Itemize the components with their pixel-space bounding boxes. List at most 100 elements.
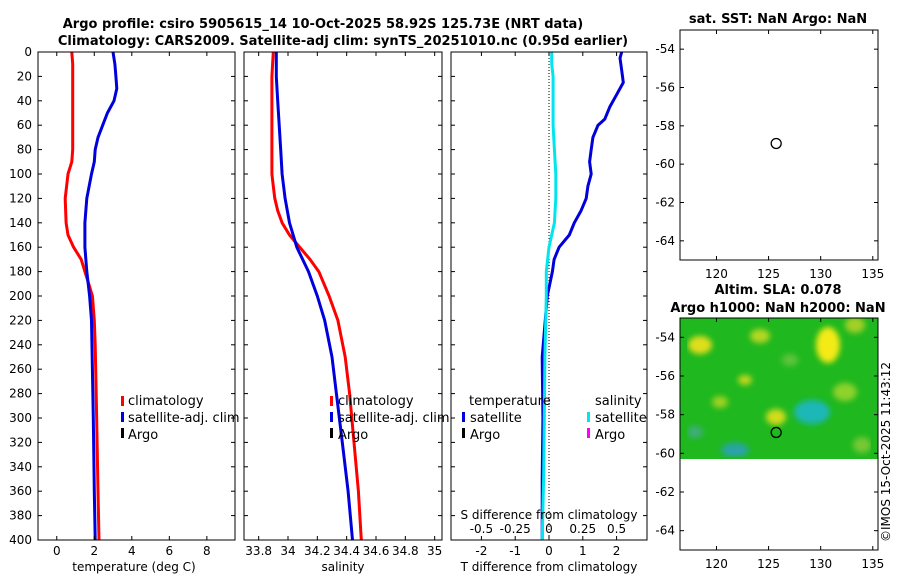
legend-t-satellite-swatch (462, 412, 465, 422)
s-diff-tick-label: 0 (545, 522, 553, 536)
map-x-tick-label: 135 (861, 267, 884, 281)
y-tick-label: 360 (9, 484, 32, 498)
map-y-tick-label: -56 (655, 81, 675, 95)
difference-panel: -2 -1 0 1 2 -0.5 -0.25 0 0.25 0.5 T difference fr… (450, 51, 648, 574)
salinity-xlabel: salinity (321, 560, 364, 574)
map-x-tick-label: 120 (705, 267, 728, 281)
legend-t-satellite-label: satellite (470, 411, 522, 426)
legend-s-argo-label: Argo (595, 428, 625, 443)
series-line-climatology (270, 51, 363, 541)
y-tick-label: 220 (9, 313, 32, 327)
x-tick-label: -1 (509, 544, 521, 558)
sla-heatmap (680, 318, 878, 459)
x-tick-label: 8 (203, 544, 211, 558)
legend-argo-swatch (330, 428, 333, 438)
difference-top-xlabel: S difference from climatology (461, 508, 638, 522)
y-tick-label: 0 (24, 45, 32, 59)
map-y-tick-label: -58 (655, 119, 675, 133)
map-x-tick-label: 125 (757, 557, 780, 571)
argo-location-marker (770, 426, 782, 439)
legend-t-argo-label: Argo (470, 428, 500, 443)
x-tick-label: 0 (53, 544, 61, 558)
title-line-1: Argo profile: csiro 5905615_14 10-Oct-20… (63, 17, 584, 32)
map-y-tick-label: -64 (655, 234, 675, 248)
legend-s-satellite-swatch (587, 412, 590, 422)
map-y-tick-label: -62 (655, 485, 675, 499)
title-line-2: Climatology: CARS2009. Satellite-adj cli… (58, 34, 628, 49)
legend-climatology-label: climatology (338, 394, 414, 409)
x-tick-label: 4 (128, 544, 136, 558)
y-tick-label: 100 (9, 167, 32, 181)
legend-s-satellite-label: satellite (595, 411, 647, 426)
legend-satellite-label: satellite-adj. clim (338, 411, 450, 426)
legend-satellite-label: satellite-adj. clim (128, 411, 240, 426)
legend-argo-label: Argo (128, 428, 158, 443)
legend-climatology-label: climatology (128, 394, 204, 409)
map-y-tick-label: -58 (655, 408, 675, 422)
y-tick-label: 180 (9, 265, 32, 279)
y-tick-label: 140 (9, 216, 32, 230)
sla-map-panel: Altim. SLA: 0.078 Argo h1000: NaN h2000:… (655, 283, 885, 571)
legend-argo-swatch (121, 428, 124, 438)
legend-temperature-title: temperature (469, 394, 551, 409)
x-tick-label: 34.8 (392, 544, 419, 558)
legend-s-argo-swatch (587, 428, 590, 438)
sst-map-axes-box (679, 29, 879, 261)
y-tick-label: 260 (9, 362, 32, 376)
x-tick-label: 33.8 (245, 544, 272, 558)
sla-map-title: Altim. SLA: 0.078 (715, 283, 842, 298)
x-tick-label: 34 (280, 544, 295, 558)
salinity-legend: climatology satellite-adj. clim Argo (330, 394, 450, 443)
series-line-climatology (63, 51, 101, 541)
series-line-satellite-adj-clim (274, 52, 354, 541)
legend-salinity-title: salinity (595, 394, 642, 409)
map-y-tick-label: -64 (655, 524, 675, 538)
x-tick-label: 2 (90, 544, 98, 558)
y-tick-label: 120 (9, 191, 32, 205)
x-tick-label: 2 (613, 544, 621, 558)
s-diff-tick-label: -0.25 (500, 522, 531, 536)
y-tick-label: 340 (9, 460, 32, 474)
temperature-xlabel: temperature (deg C) (72, 560, 195, 574)
legend-satellite-swatch (121, 412, 124, 422)
sst-map-title: sat. SST: NaN Argo: NaN (689, 12, 867, 27)
map-x-tick-label: 135 (861, 557, 884, 571)
map-y-tick-label: -54 (655, 330, 675, 344)
x-tick-label: 1 (579, 544, 587, 558)
sla-map-axes-box (679, 317, 879, 551)
series-line-s-satellite (540, 52, 558, 541)
map-y-tick-label: -60 (655, 446, 675, 460)
y-tick-label: 320 (9, 435, 32, 449)
y-tick-label: 400 (9, 533, 32, 547)
sla-map-subtitle: Argo h1000: NaN h2000: NaN (670, 301, 885, 316)
map-y-tick-label: -54 (655, 42, 675, 56)
y-tick-label: 40 (17, 94, 32, 108)
argo-location-marker (770, 137, 782, 150)
legend-climatology-swatch (121, 396, 124, 406)
y-tick-label: 60 (17, 118, 32, 132)
y-tick-label: 200 (9, 289, 32, 303)
y-tick-label: 20 (17, 69, 32, 83)
map-y-tick-label: -60 (655, 157, 675, 171)
y-tick-label: 160 (9, 240, 32, 254)
x-tick-label: 34.4 (333, 544, 360, 558)
x-tick-label: 34.6 (363, 544, 390, 558)
s-diff-tick-label: -0.5 (470, 522, 493, 536)
map-x-tick-label: 130 (809, 267, 832, 281)
salinity-axes-box (243, 51, 443, 541)
sst-map-panel: sat. SST: NaN Argo: NaN 120 125 130 135 -54 -… (655, 12, 884, 281)
x-tick-label: 0 (545, 544, 553, 558)
y-tick-label: 80 (17, 143, 32, 157)
legend-argo-label: Argo (338, 428, 368, 443)
map-y-tick-label: -62 (655, 196, 675, 210)
difference-legend: temperature satellite Argo salinity sate… (462, 394, 647, 443)
map-x-tick-label: 125 (757, 267, 780, 281)
map-y-tick-label: -56 (655, 369, 675, 383)
legend-satellite-swatch (330, 412, 333, 422)
x-tick-label: 34.2 (304, 544, 331, 558)
x-tick-label: 35 (427, 544, 442, 558)
x-tick-label: -2 (475, 544, 487, 558)
y-tick-label: 240 (9, 338, 32, 352)
watermark: ©IMOS 15-Oct-2025 11:43:12 (879, 362, 893, 542)
